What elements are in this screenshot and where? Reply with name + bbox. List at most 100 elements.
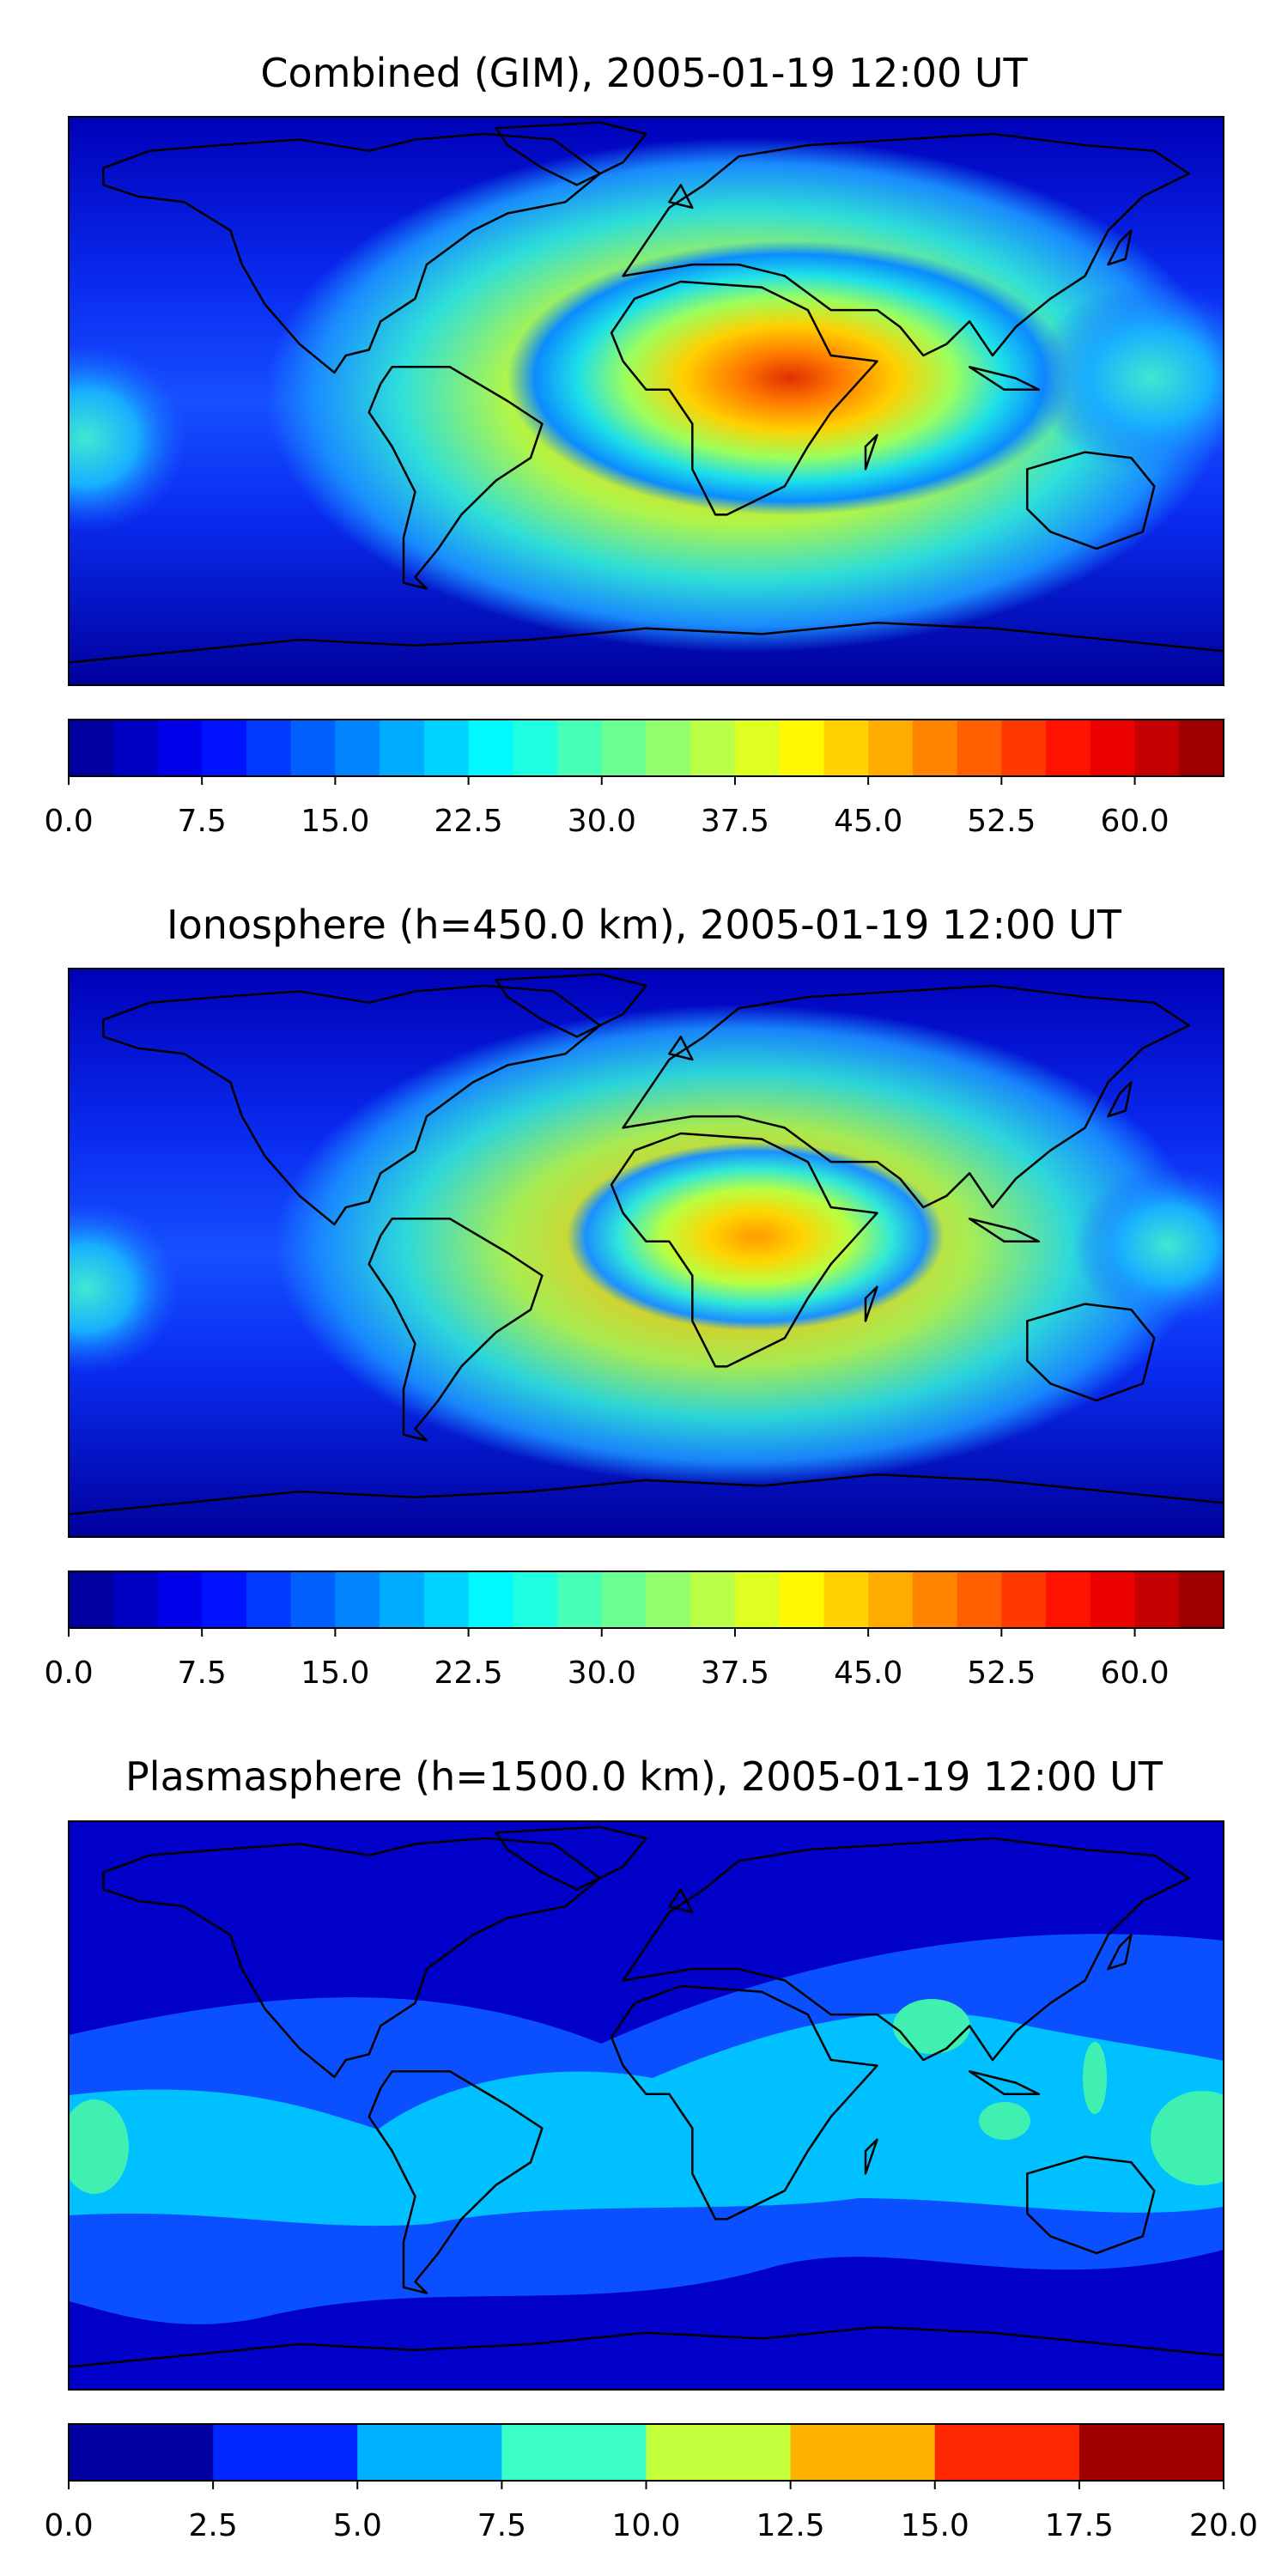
colorbar-swatch bbox=[213, 2424, 358, 2481]
coastlines bbox=[69, 121, 1224, 664]
coastline bbox=[968, 366, 1041, 392]
field-side bbox=[69, 1202, 180, 1374]
field-side bbox=[69, 343, 189, 532]
panel-title-ionosphere: Ionosphere (h=450.0 km), 2005-01-19 12:0… bbox=[167, 902, 1121, 948]
map-combined bbox=[69, 117, 1224, 685]
colorbar-swatch bbox=[646, 720, 691, 776]
contour-band-7.5 bbox=[1083, 2042, 1107, 2114]
colorbar-tick-label: 45.0 bbox=[834, 804, 902, 839]
colorbar-swatch bbox=[1179, 1571, 1224, 1628]
map-frame bbox=[68, 968, 1224, 1538]
colorbar-swatch bbox=[868, 720, 914, 776]
colorbar-tick-label: 37.5 bbox=[701, 1656, 769, 1691]
colorbar-tick-label: 0.0 bbox=[44, 804, 93, 839]
field-side bbox=[1030, 283, 1224, 472]
coastline bbox=[102, 132, 601, 374]
map-frame bbox=[68, 116, 1224, 686]
colorbar-swatch bbox=[912, 720, 958, 776]
colorbar-tick-label: 15.0 bbox=[301, 804, 369, 839]
coastline bbox=[622, 132, 1190, 357]
colorbar-swatch bbox=[601, 1571, 647, 1628]
coastline bbox=[368, 366, 544, 590]
colorbar-swatch bbox=[868, 1571, 914, 1628]
map-frame bbox=[68, 1820, 1224, 2391]
colorbar-tick-label: 30.0 bbox=[568, 1656, 636, 1691]
colorbar-swatch bbox=[423, 720, 470, 776]
colorbar-swatch bbox=[1090, 1571, 1136, 1628]
colorbar-swatch bbox=[380, 720, 425, 776]
colorbar-swatch bbox=[468, 720, 513, 776]
coastline bbox=[368, 1218, 544, 1442]
coastlines bbox=[69, 1826, 1224, 2368]
colorbar-swatch bbox=[957, 1571, 1002, 1628]
colorbar-frame bbox=[68, 719, 1224, 777]
coastline bbox=[668, 184, 694, 210]
colorbar-tick-label: 22.5 bbox=[434, 804, 502, 839]
coastline bbox=[610, 1132, 878, 1368]
coastline bbox=[968, 1218, 1041, 1243]
coastline bbox=[968, 2070, 1041, 2096]
panel-title-combined: Combined (GIM), 2005-01-19 12:00 UT bbox=[260, 50, 1028, 96]
coastline bbox=[1026, 2155, 1156, 2255]
coastline bbox=[1107, 229, 1133, 266]
coastline bbox=[102, 1837, 601, 2079]
colorbar-swatch bbox=[823, 720, 869, 776]
colorbar-frame bbox=[68, 1571, 1224, 1629]
colorbar-swatch bbox=[69, 2424, 214, 2481]
colorbar-swatch bbox=[601, 720, 647, 776]
field-side bbox=[1073, 1168, 1224, 1322]
coastline bbox=[69, 2325, 1224, 2368]
colorbar-swatch bbox=[1090, 720, 1136, 776]
colorbar-swatch bbox=[290, 1571, 336, 1628]
colorbar-tick-label: 20.0 bbox=[1189, 2508, 1258, 2543]
colorbar-swatch bbox=[357, 2424, 502, 2481]
coastline bbox=[1107, 1934, 1133, 1971]
coastline bbox=[495, 1826, 647, 1891]
colorbar-swatch bbox=[513, 720, 558, 776]
colorbar-swatch bbox=[1134, 1571, 1180, 1628]
colorbar-swatch bbox=[557, 1571, 603, 1628]
colorbar-swatch bbox=[246, 720, 292, 776]
coastline bbox=[368, 2070, 544, 2294]
colorbar-tick-label: 30.0 bbox=[568, 804, 636, 839]
colorbar-swatch bbox=[934, 2424, 1080, 2481]
colorbar-swatch bbox=[1001, 1571, 1047, 1628]
colorbar-swatch bbox=[380, 1571, 425, 1628]
colorbar-tick-label: 52.5 bbox=[967, 1656, 1036, 1691]
colorbar-swatch bbox=[112, 1571, 159, 1628]
colorbar-swatch bbox=[823, 1571, 869, 1628]
colorbar-swatch bbox=[1078, 2424, 1224, 2481]
colorbar-tick-label: 15.0 bbox=[301, 1656, 369, 1691]
colorbar-tick-label: 22.5 bbox=[434, 1656, 502, 1691]
colorbar-tick-label: 60.0 bbox=[1100, 1656, 1169, 1691]
colorbar-tick-label: 0.0 bbox=[44, 1656, 93, 1691]
colorbar-swatch bbox=[69, 720, 114, 776]
colorbar-plasmasphere: 0.0 2.5 5.0 7.5 10.0 12.5 15.0 17.5 20.0 bbox=[44, 2423, 1258, 2543]
coastline bbox=[102, 984, 601, 1226]
contour-band-7.5 bbox=[1151, 2091, 1224, 2185]
colorbar-tick-label: 37.5 bbox=[701, 804, 769, 839]
colorbar-swatch bbox=[734, 1571, 781, 1628]
colorbar-swatch bbox=[1001, 720, 1047, 776]
coastline bbox=[69, 1473, 1224, 1516]
coastlines bbox=[69, 973, 1224, 1516]
coastline bbox=[495, 973, 647, 1038]
coastline bbox=[864, 434, 878, 471]
colorbar-swatch bbox=[69, 1571, 114, 1628]
colorbar-swatch bbox=[290, 720, 336, 776]
colorbar-combined: 0.0 7.5 15.0 22.5 30.0 37.5 45.0 52.5 60.0 bbox=[44, 719, 1224, 839]
colorbar-swatch bbox=[157, 720, 203, 776]
coastline bbox=[668, 1036, 694, 1061]
colorbar-tick-label: 52.5 bbox=[967, 804, 1036, 839]
colorbar-tick-label: 60.0 bbox=[1100, 804, 1169, 839]
colorbar-swatch bbox=[335, 1571, 380, 1628]
contour-band-7.5 bbox=[893, 1999, 970, 2054]
colorbar-swatch bbox=[513, 1571, 558, 1628]
coastline bbox=[1107, 1081, 1133, 1118]
colorbar-swatch bbox=[1046, 1571, 1091, 1628]
coastline bbox=[69, 621, 1224, 664]
map-plasmasphere bbox=[69, 1821, 1224, 2390]
field-peak bbox=[567, 1142, 945, 1331]
coastline bbox=[864, 2138, 878, 2175]
